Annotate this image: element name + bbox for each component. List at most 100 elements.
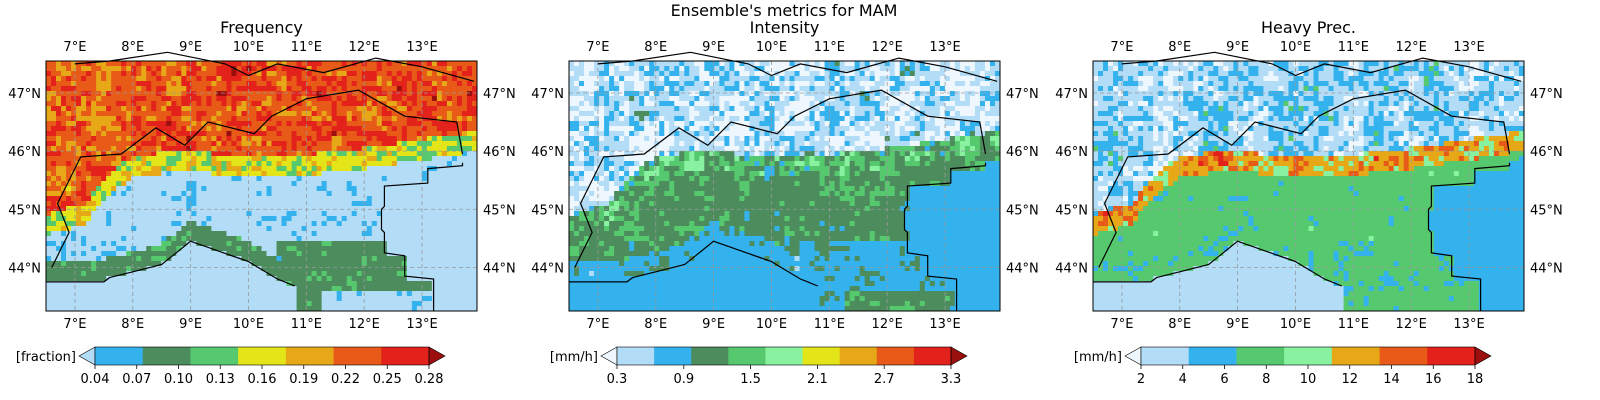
heat-cell [371, 241, 378, 247]
heat-cell [376, 106, 383, 112]
heat-cell [964, 66, 971, 72]
heat-cell [201, 301, 207, 307]
heat-cell [151, 291, 157, 297]
heat-cell [411, 86, 418, 92]
heat-cell [296, 291, 302, 297]
heat-cell [46, 196, 52, 202]
heat-cell [396, 246, 403, 252]
heat-cell [126, 201, 132, 207]
heat-cell [441, 256, 448, 262]
heat-cell [574, 61, 580, 67]
heat-cell [939, 71, 946, 77]
heat-cell [206, 221, 212, 227]
heat-cell [171, 86, 177, 92]
heat-cell [296, 111, 302, 117]
heat-cell [81, 246, 87, 252]
heat-cell [121, 201, 127, 207]
heat-cell [331, 126, 338, 132]
heat-cell [316, 286, 323, 292]
heat-cell [824, 86, 830, 92]
heat-cell [196, 226, 202, 232]
heat-cell [61, 61, 67, 67]
heat-cell [116, 66, 122, 72]
heat-cell [216, 216, 222, 222]
heat-cell [351, 91, 358, 97]
heat-cell [211, 291, 217, 297]
heat-cell [356, 151, 363, 157]
heat-cell [211, 211, 217, 217]
heat-cell [136, 281, 142, 287]
heat-cell [136, 221, 142, 227]
heat-cell [301, 201, 307, 207]
heat-cell [141, 251, 147, 257]
heat-cell [61, 161, 67, 167]
heat-cell [126, 61, 132, 67]
heat-cell [366, 266, 373, 272]
heat-cell [969, 66, 976, 72]
heat-cell [156, 166, 162, 172]
heat-cell [111, 296, 117, 302]
heat-cell [186, 286, 192, 292]
heat-cell [176, 251, 182, 257]
heat-cell [376, 281, 383, 287]
heat-cell [406, 186, 413, 192]
heat-cell [166, 161, 172, 167]
heat-cell [231, 96, 237, 102]
heat-cell [291, 231, 297, 237]
lat-tick-label-right: 46°N [483, 145, 516, 160]
heat-cell [81, 261, 87, 267]
heat-cell [196, 291, 202, 297]
heat-cell [136, 66, 142, 72]
heat-cell [461, 96, 468, 102]
heat-cell [461, 191, 468, 197]
heat-cell [844, 91, 851, 97]
heat-cell [316, 211, 323, 217]
heat-cell [276, 241, 282, 247]
heat-cell [141, 61, 147, 67]
heat-cell [256, 156, 262, 162]
heat-cell [894, 71, 901, 77]
heat-cell [704, 76, 710, 82]
heat-cell [974, 66, 981, 72]
heat-cell [391, 196, 398, 202]
heat-cell [61, 286, 67, 292]
heat-cell [146, 301, 152, 307]
heat-cell [216, 211, 222, 217]
heat-cell [311, 231, 318, 237]
heat-cell [446, 301, 453, 307]
heat-cell [96, 151, 102, 157]
heat-cell [201, 71, 207, 77]
heat-cell [634, 71, 640, 77]
heat-cell [271, 66, 277, 72]
heat-cell [61, 256, 67, 262]
heat-cell [231, 146, 237, 152]
heat-cell [121, 221, 127, 227]
heat-cell [106, 111, 112, 117]
heat-cell [141, 81, 147, 87]
heat-cell [569, 66, 575, 72]
heat-cell [201, 191, 207, 197]
heat-cell [709, 61, 715, 67]
heat-cell [466, 236, 473, 242]
heat-cell [391, 151, 398, 157]
heat-cell [316, 146, 323, 152]
heat-cell [186, 156, 192, 162]
heat-cell [466, 186, 473, 192]
heat-cell [111, 196, 117, 202]
heat-cell [979, 61, 986, 67]
heat-cell [81, 156, 87, 162]
heat-cell [161, 121, 167, 127]
heat-cell [356, 71, 363, 77]
heat-cell [181, 296, 187, 302]
heat-cell [211, 101, 217, 107]
heat-cell [704, 81, 710, 87]
heat-cell [336, 231, 343, 237]
heat-cell [799, 66, 805, 72]
heat-cell [56, 61, 62, 67]
heat-cell [151, 91, 157, 97]
heat-cell [261, 81, 267, 87]
heat-cell [396, 126, 403, 132]
heat-cell [451, 181, 458, 187]
heat-cell [126, 81, 132, 87]
heat-cell [266, 196, 272, 202]
